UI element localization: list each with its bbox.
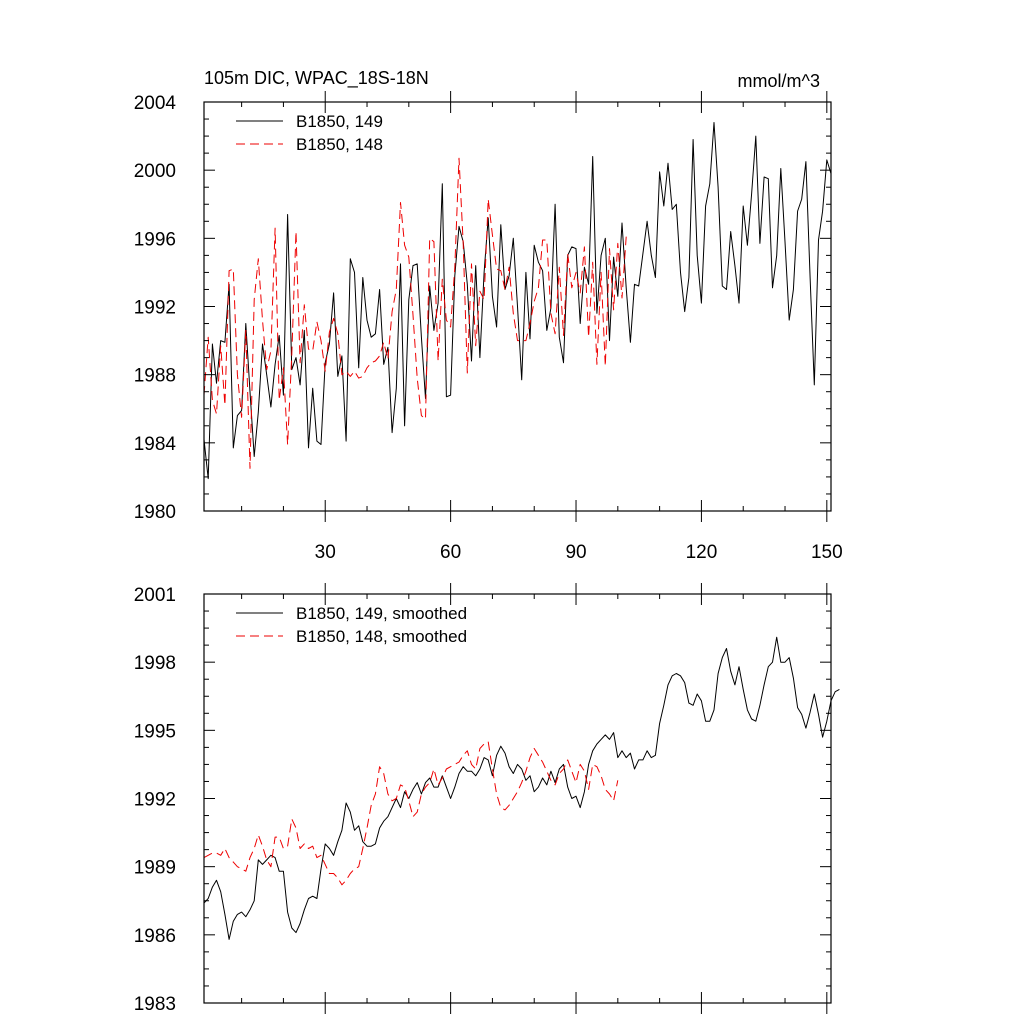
bottom-series-line-1 [203,636,840,940]
bottom-legend: B1850, 149, smoothed B1850, 148, smoothe… [236,604,467,646]
top-axes-layer: 1980 1984 1988 1992 1996 2000 2004 30 60 90 120 150 [134,91,843,563]
bottom-y-tick-label: 1995 [134,721,176,742]
bottom-y-tick-label: 1992 [134,790,176,811]
top-x-tick-label: 60 [440,542,461,563]
bottom-axes-layer: 1983 1986 1989 1992 1995 1998 2001 [134,583,831,1015]
top-y-tick-label: 1980 [134,502,176,523]
top-y-tick-label: 1984 [134,434,177,455]
top-y-tick-label: 2004 [134,93,177,114]
bottom-series-line-2 [203,741,619,886]
legend-label-148: B1850, 148 [296,135,383,154]
legend-label-148-smoothed: B1850, 148, smoothed [296,627,467,646]
top-x-tick-label: 30 [315,542,336,563]
bottom-y-tick-label: 2001 [134,585,176,606]
bottom-panel: 1983 1986 1989 1992 1995 1998 2001 B1850, 149,… [134,583,840,1015]
top-y-tick-label: 2000 [134,161,176,182]
units-label: mmol/m^3 [738,71,820,91]
top-x-tick-label: 150 [811,542,843,563]
top-x-tick-label: 120 [686,542,718,563]
top-y-tick-label: 1992 [134,298,176,319]
top-series-line-1 [203,122,832,480]
legend-label-149-smoothed: B1850, 149, smoothed [296,604,467,623]
chart-title: 105m DIC, WPAC_18S-18N [204,68,429,89]
top-series-line-2 [203,157,627,469]
bottom-series-layer [203,636,840,940]
top-y-tick-label: 1996 [134,229,176,250]
top-x-tick-label: 90 [565,542,586,563]
top-y-tick-label: 1988 [134,366,176,387]
top-panel: 105m DIC, WPAC_18S-18N mmol/m^3 1980 1984… [134,68,843,563]
top-legend: B1850, 149 B1850, 148 [236,112,383,154]
top-series-layer [203,122,832,480]
bottom-y-tick-label: 1998 [134,653,176,674]
bottom-y-tick-label: 1989 [134,858,176,879]
bottom-plot-frame [203,593,832,1004]
bottom-y-tick-label: 1983 [134,994,176,1015]
bottom-y-tick-label: 1986 [134,926,176,947]
legend-label-149: B1850, 149 [296,112,383,131]
top-plot-frame [203,101,832,512]
